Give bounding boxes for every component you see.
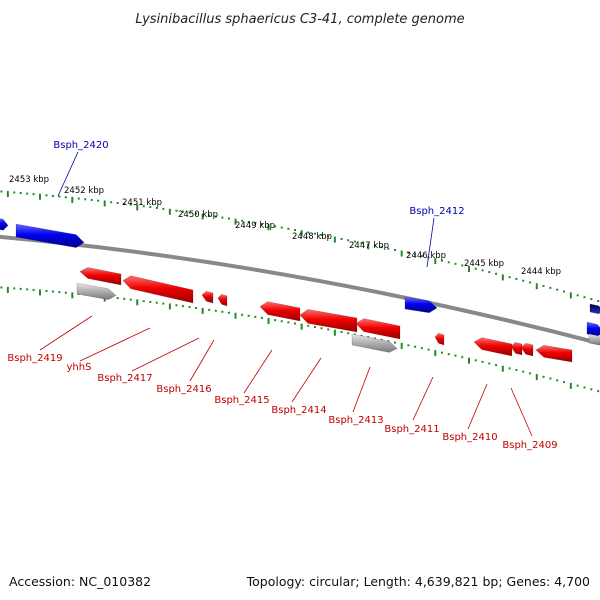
gene-label[interactable]: yhhS — [67, 362, 92, 373]
kbp-tick-label: 2448 kbp — [292, 232, 332, 242]
kbp-tick-label: 2444 kbp — [521, 267, 561, 277]
gene-label[interactable]: Bsph_2413 — [328, 415, 383, 426]
kbp-tick-label: 2445 kbp — [464, 259, 504, 269]
gene-arrow-minus[interactable] — [520, 342, 534, 357]
gene-arrow-pseudo[interactable] — [76, 282, 117, 300]
gene-leader-line — [243, 349, 273, 394]
gene-arrow-minus[interactable] — [434, 332, 445, 346]
gene-label[interactable]: Bsph_2415 — [214, 395, 269, 406]
gene-arrow-plus[interactable] — [15, 223, 85, 248]
gene-label[interactable]: Bsph_2416 — [156, 384, 211, 395]
outer-ruler — [0, 190, 600, 303]
gene-label[interactable]: Bsph_2419 — [7, 353, 62, 364]
gene-arrow-minus[interactable] — [473, 337, 513, 357]
gene-label[interactable]: Bsph_2410 — [442, 432, 497, 443]
gene-label[interactable]: Bsph_2411 — [384, 424, 439, 435]
gene-leader-line — [467, 383, 488, 430]
gene-leader-line — [131, 337, 200, 372]
gene-labels[interactable]: Bsph_2420 Bsph_2412 Bsph_2419 yhhS Bsph_2417… — [7, 140, 557, 451]
gene-leader-line — [79, 327, 151, 362]
gene-label[interactable]: Bsph_2420 — [53, 140, 108, 151]
gene-arrow-plus[interactable] — [586, 321, 600, 337]
gene-arrow-minus[interactable] — [510, 341, 523, 356]
gene-arrow-plus[interactable] — [589, 303, 600, 315]
gene-arrow-minus[interactable] — [79, 267, 122, 286]
kbp-tick-label: 2446 kbp — [406, 251, 446, 261]
map-title: Lysinibacillus sphaericus C3-41, complet… — [135, 12, 464, 27]
kbp-tick-label: 2449 kbp — [235, 221, 275, 231]
gene-label[interactable]: Bsph_2414 — [271, 405, 326, 416]
gene-arrow-minus[interactable] — [122, 275, 194, 304]
gene-arrow-minus[interactable] — [201, 290, 214, 304]
gene-arrow-minus[interactable] — [535, 344, 573, 363]
kbp-tick-label: 2453 kbp — [9, 175, 49, 185]
gene-leader-line — [426, 217, 435, 268]
gene-arrow-minus[interactable] — [259, 301, 301, 322]
gene-leader-line — [510, 387, 533, 437]
gene-leader-line — [57, 151, 79, 197]
gene-arrow-minus[interactable] — [299, 309, 358, 333]
kbp-labels: 2453 kbp 2452 kbp 2451 kbp 2450 kbp 2449 kbp… — [9, 175, 561, 277]
accession-text: Accession: NC_010382 — [9, 574, 151, 589]
gene-leader-line — [291, 357, 322, 403]
genome-summary-text: Topology: circular; Length: 4,639,821 bp… — [246, 574, 590, 589]
gene-leader-line — [39, 315, 93, 351]
kbp-tick-label: 2451 kbp — [122, 198, 162, 208]
gene-label[interactable]: Bsph_2417 — [97, 373, 152, 384]
gene-leader-line — [189, 339, 215, 382]
kbp-tick-label: 2447 kbp — [349, 241, 389, 251]
gene-label[interactable]: Bsph_2409 — [502, 440, 557, 451]
gene-arrows[interactable] — [0, 218, 600, 363]
gene-arrow-pseudo[interactable] — [351, 333, 398, 353]
gene-label[interactable]: Bsph_2412 — [409, 206, 464, 217]
kbp-tick-label: 2450 kbp — [178, 210, 218, 220]
kbp-tick-label: 2452 kbp — [64, 186, 104, 196]
gene-leader-line — [412, 376, 434, 421]
gene-arrow-plus[interactable] — [0, 218, 9, 231]
gene-arrow-minus[interactable] — [355, 318, 401, 340]
gene-arrow-plus[interactable] — [404, 296, 438, 314]
gene-leader-line — [352, 366, 371, 413]
gene-arrow-minus[interactable] — [217, 293, 228, 307]
inner-ruler — [0, 286, 600, 393]
gene-arrow-pseudo[interactable] — [588, 333, 600, 346]
